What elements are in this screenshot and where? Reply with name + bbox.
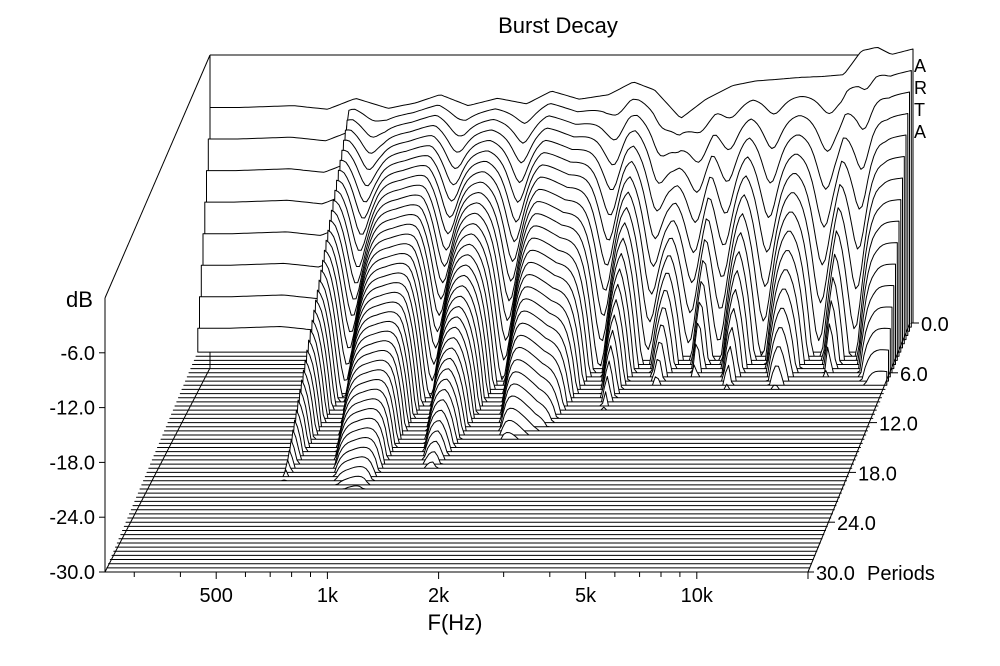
periods-tick-label: 12.0 (879, 414, 918, 436)
periods-tick-label: 24.0 (837, 513, 876, 535)
decay-slice (171, 311, 875, 415)
frequency-tick-label: 500 (200, 585, 233, 607)
decay-slice (144, 456, 849, 478)
frequency-axis-ticks: 500 1k 2k 5k 10k (133, 572, 809, 607)
periods-tick-label: 18.0 (858, 463, 897, 485)
decay-slice (148, 437, 853, 469)
brand-letter: T (914, 100, 925, 120)
periods-tick-label: 6.0 (900, 364, 928, 386)
left-wall-bottom-edge (104, 367, 211, 573)
periods-tick-label: 0.0 (921, 314, 949, 336)
chart-title: Burst Decay (498, 13, 618, 38)
brand-letter: R (914, 78, 927, 98)
decay-slice (150, 427, 854, 465)
db-tick-label: -24.0 (49, 507, 95, 529)
frequency-axis-label: F(Hz) (428, 610, 483, 635)
db-tick-label: -12.0 (49, 398, 95, 420)
waterfall-slices (104, 47, 914, 573)
periods-axis-line (807, 322, 911, 573)
frequency-tick-label: 5k (575, 585, 597, 607)
brand-letter: A (914, 122, 926, 142)
decay-slice (151, 417, 856, 461)
brand-letter: A (914, 56, 926, 76)
periods-axis-ticks: 0.0 6.0 12.0 18.0 24.0 30.0 Periods (808, 314, 949, 585)
db-axis-label: dB (66, 287, 93, 312)
frequency-tick-label: 10k (681, 585, 714, 607)
decay-slice (146, 446, 851, 473)
frequency-tick-label: 2k (428, 585, 450, 607)
decay-slice (139, 485, 844, 490)
left-wall-top-edge (104, 54, 211, 299)
db-axis-ticks: -6.0 -12.0 -18.0 -24.0 -30.0 (49, 343, 105, 584)
decay-slice (153, 408, 858, 457)
frequency-tick-label: 1k (317, 585, 339, 607)
db-tick-label: -6.0 (61, 343, 95, 365)
decay-slice (143, 466, 847, 482)
periods-axis-label: Periods (867, 563, 935, 585)
db-tick-label: -18.0 (49, 452, 95, 474)
decay-slice (141, 475, 846, 486)
db-tick-label: -30.0 (49, 562, 95, 584)
periods-tick-label: 30.0 (816, 563, 855, 585)
